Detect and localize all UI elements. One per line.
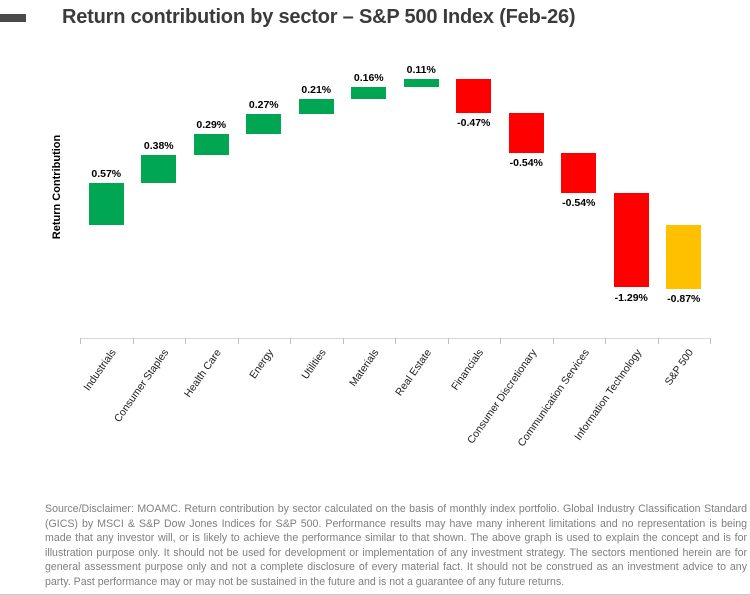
x-axis-tick	[657, 338, 659, 344]
bar-value-label-consumer-staples: 0.38%	[143, 140, 174, 153]
x-axis-tick	[80, 338, 81, 344]
x-axis-tick	[710, 338, 711, 344]
x-axis-tick	[132, 338, 134, 344]
title-accent-dash	[0, 14, 26, 22]
x-axis-tick	[342, 338, 344, 344]
waterfall-bar-energy	[246, 114, 282, 134]
waterfall-bar-consumer-discretionary	[508, 113, 544, 153]
x-axis-label-utilities: Utilities	[299, 347, 330, 382]
bar-value-label-utilities: 0.21%	[301, 83, 332, 96]
bar-value-label-industrials: 0.57%	[91, 168, 122, 181]
x-axis-tick	[290, 338, 291, 344]
y-axis-title: Return Contribution	[51, 134, 63, 240]
waterfall-bar-information-technology	[613, 192, 649, 288]
x-axis-label-consumer-staples: Consumer Staples	[112, 347, 172, 425]
x-axis-tick	[447, 338, 449, 344]
bar-value-label-financials: -0.47%	[457, 117, 491, 130]
x-axis-label-materials: Materials	[347, 347, 382, 389]
x-axis-tick	[185, 338, 186, 344]
waterfall-chart: Return Contribution 0.57% Industrials 0.38…	[51, 63, 711, 449]
x-axis-label-financials: Financials	[449, 347, 487, 393]
x-axis-label-industrials: Industrials	[81, 347, 120, 394]
bar-value-label-real-estate: 0.11%	[406, 63, 436, 76]
x-axis-label-energy: Energy	[247, 347, 277, 382]
bar-value-label-communication-services: -0.54%	[562, 196, 596, 209]
bar-value-label-information-technology: -1.29%	[614, 291, 648, 304]
bar-value-label-consumer-discretionary: -0.54%	[509, 157, 543, 169]
waterfall-bar-real-estate	[403, 78, 439, 87]
waterfall-bar-materials	[351, 86, 387, 99]
x-axis-tick	[237, 338, 239, 344]
bar-value-label-materials: 0.16%	[353, 71, 384, 84]
waterfall-bar-utilities	[298, 98, 334, 114]
waterfall-bar-industrials	[88, 183, 124, 225]
bar-value-label-health-care: 0.29%	[196, 118, 227, 131]
waterfall-bar-consumer-staples	[141, 155, 177, 184]
bar-value-label-energy: 0.27%	[248, 99, 279, 111]
waterfall-bar-s-p-500	[666, 225, 702, 289]
waterfall-bar-financials	[456, 78, 492, 114]
x-axis-tick	[552, 338, 554, 344]
waterfall-bar-communication-services	[561, 153, 597, 193]
x-axis-tick	[605, 338, 606, 344]
waterfall-bar-health-care	[193, 133, 229, 156]
bar-value-label-s-p-500: -0.87%	[667, 292, 701, 305]
x-axis-label-health-care: Health Care	[182, 347, 225, 400]
chart-title: Return contribution by sector – S&P 500 …	[62, 6, 576, 28]
x-axis-label-s-p-500: S&P 500	[663, 347, 697, 388]
x-axis-label-real-estate: Real Estate	[393, 347, 435, 399]
x-axis-tick	[395, 338, 396, 344]
x-axis-tick	[500, 338, 501, 344]
source-disclaimer-text: Source/Disclaimer: MOAMC. Return contrib…	[45, 503, 747, 588]
